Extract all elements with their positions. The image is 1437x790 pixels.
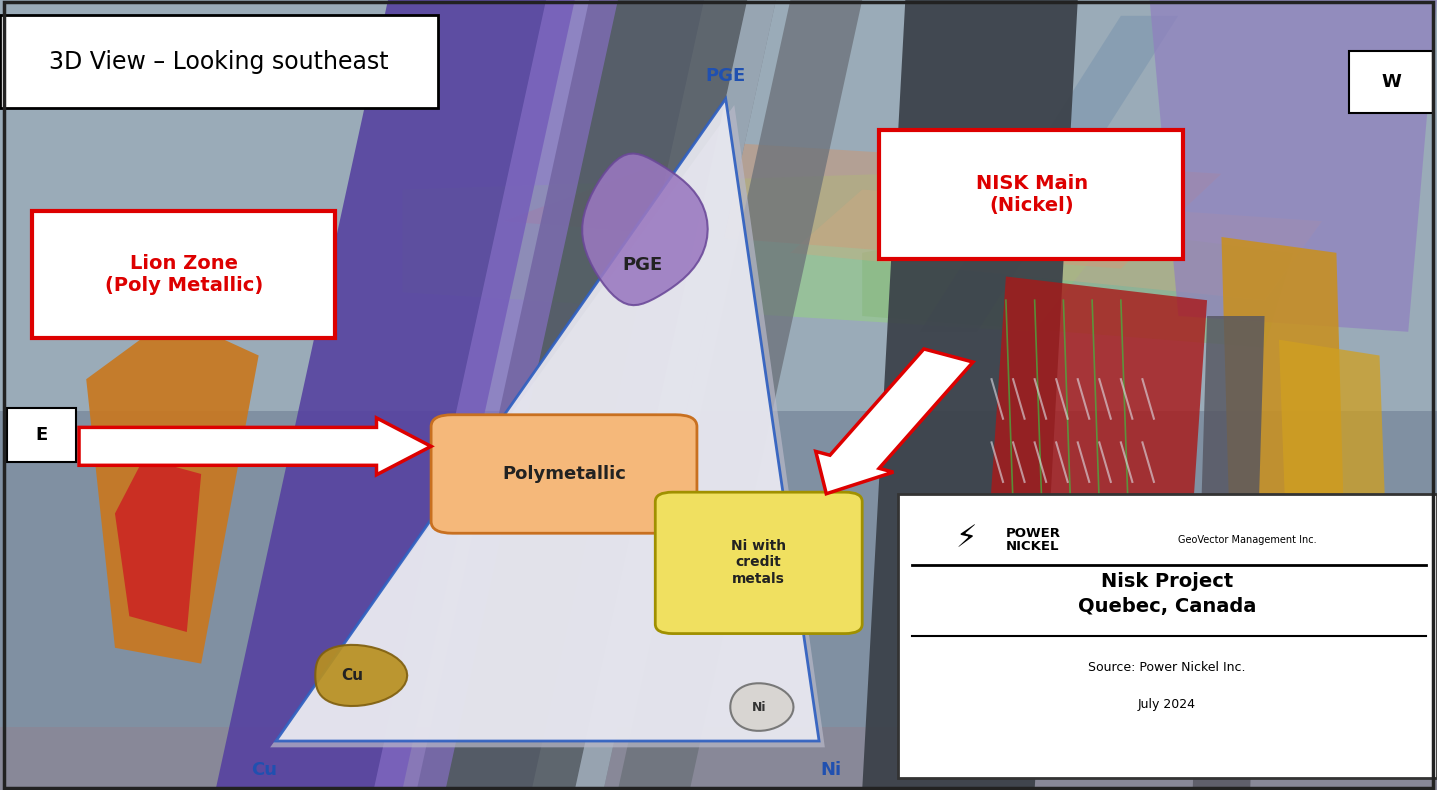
FancyBboxPatch shape (7, 408, 76, 462)
Polygon shape (575, 0, 776, 790)
Polygon shape (862, 0, 1078, 790)
Polygon shape (503, 142, 1221, 269)
Polygon shape (374, 0, 618, 790)
Polygon shape (790, 190, 1322, 300)
Polygon shape (1150, 0, 1437, 332)
Polygon shape (582, 153, 707, 305)
FancyBboxPatch shape (0, 15, 438, 108)
Text: W: W (1381, 73, 1401, 91)
Text: Lion Zone
(Poly Metallic): Lion Zone (Poly Metallic) (105, 254, 263, 295)
Text: Nisk Project
Quebec, Canada: Nisk Project Quebec, Canada (1078, 572, 1256, 616)
Text: GeoVector Management Inc.: GeoVector Management Inc. (1178, 536, 1316, 545)
Text: Ni: Ni (752, 701, 766, 713)
Polygon shape (730, 683, 793, 731)
FancyBboxPatch shape (879, 130, 1183, 259)
Text: NICKEL: NICKEL (1006, 540, 1059, 553)
Polygon shape (276, 99, 819, 741)
Text: July 2024: July 2024 (1138, 698, 1196, 711)
FancyArrow shape (79, 418, 431, 475)
Polygon shape (270, 105, 825, 747)
Polygon shape (86, 316, 259, 664)
Text: Polymetallic: Polymetallic (503, 465, 627, 483)
Polygon shape (315, 645, 407, 706)
Polygon shape (532, 0, 776, 790)
Polygon shape (1221, 237, 1351, 758)
Text: Cu: Cu (341, 668, 364, 683)
FancyBboxPatch shape (431, 415, 697, 533)
Polygon shape (862, 221, 1293, 348)
Text: Source: Power Nickel Inc.: Source: Power Nickel Inc. (1088, 661, 1246, 674)
FancyBboxPatch shape (655, 492, 862, 634)
Polygon shape (115, 458, 201, 632)
Text: PGE: PGE (706, 66, 746, 85)
Text: POWER: POWER (1006, 527, 1061, 540)
Text: NISK Main
(Nickel): NISK Main (Nickel) (976, 174, 1088, 215)
Polygon shape (618, 0, 862, 790)
Polygon shape (920, 16, 1178, 332)
FancyBboxPatch shape (32, 211, 335, 338)
FancyBboxPatch shape (898, 494, 1437, 778)
Polygon shape (402, 174, 1121, 332)
Text: Ni with
credit
metals: Ni with credit metals (731, 540, 786, 585)
Polygon shape (1193, 316, 1265, 790)
Text: E: E (36, 427, 47, 444)
Text: Ni: Ni (821, 761, 841, 779)
Polygon shape (216, 0, 575, 790)
Text: Cu: Cu (251, 761, 277, 779)
Polygon shape (417, 0, 747, 790)
Polygon shape (977, 276, 1207, 727)
FancyBboxPatch shape (1349, 51, 1433, 113)
Text: PGE: PGE (622, 256, 662, 273)
Text: 3D View – Looking southeast: 3D View – Looking southeast (49, 50, 388, 73)
Polygon shape (0, 727, 1437, 790)
Text: ⚡: ⚡ (956, 525, 976, 553)
Polygon shape (1279, 340, 1394, 743)
FancyArrow shape (816, 349, 973, 494)
Polygon shape (0, 0, 1437, 411)
